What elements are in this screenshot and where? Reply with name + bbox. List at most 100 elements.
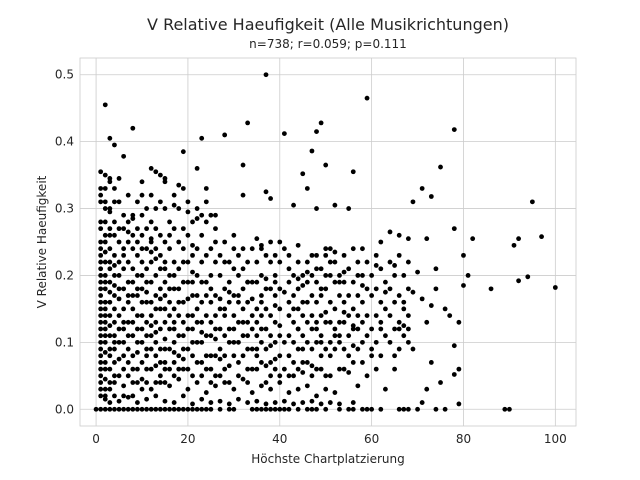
data-point xyxy=(314,206,319,211)
data-point xyxy=(203,313,209,318)
data-point xyxy=(286,279,292,285)
data-point xyxy=(346,406,352,412)
data-point xyxy=(254,353,260,359)
data-point xyxy=(98,186,104,191)
data-point xyxy=(383,386,388,392)
data-point xyxy=(121,406,127,412)
data-point xyxy=(245,400,251,405)
data-point xyxy=(157,199,163,205)
data-point xyxy=(171,202,177,208)
plot-frame xyxy=(79,57,577,427)
data-point xyxy=(107,333,113,339)
data-point xyxy=(121,252,127,258)
data-point xyxy=(180,299,186,305)
data-point xyxy=(171,400,177,405)
data-point xyxy=(314,129,319,135)
data-point xyxy=(162,306,168,312)
data-point xyxy=(185,296,191,302)
data-point xyxy=(144,366,149,372)
data-point xyxy=(125,279,131,285)
data-point xyxy=(167,406,172,412)
data-point xyxy=(157,380,163,385)
data-point xyxy=(415,269,420,275)
data-point xyxy=(157,172,163,178)
data-point xyxy=(396,406,402,412)
data-point xyxy=(125,360,131,365)
data-point xyxy=(318,286,324,292)
data-point xyxy=(213,212,218,218)
data-point xyxy=(185,313,191,318)
data-point xyxy=(387,339,393,345)
data-point xyxy=(309,373,315,379)
data-point xyxy=(314,326,319,332)
data-point xyxy=(295,276,301,282)
data-point xyxy=(185,199,191,205)
data-point xyxy=(217,398,223,404)
data-point xyxy=(130,406,136,412)
data-point xyxy=(309,363,315,369)
x-axis-label: Höchste Chartplatzierung xyxy=(251,452,405,466)
data-point xyxy=(341,299,347,305)
data-point xyxy=(139,259,145,265)
data-point xyxy=(116,226,122,232)
data-point xyxy=(424,236,430,242)
data-point xyxy=(281,366,287,372)
data-point xyxy=(107,232,113,238)
data-point xyxy=(360,360,365,365)
data-point xyxy=(236,299,241,305)
data-point xyxy=(135,199,140,205)
data-point xyxy=(199,319,205,325)
data-point xyxy=(130,353,136,359)
data-point xyxy=(190,242,195,248)
data-point xyxy=(180,406,186,412)
data-point xyxy=(249,296,255,302)
data-point xyxy=(277,239,283,245)
data-point xyxy=(139,339,145,345)
data-point xyxy=(208,366,214,372)
data-point xyxy=(318,120,324,126)
data-point xyxy=(401,273,407,278)
data-point xyxy=(199,135,205,141)
data-point xyxy=(130,333,136,339)
data-point xyxy=(135,406,140,412)
data-point xyxy=(286,353,292,359)
data-point xyxy=(148,333,154,339)
data-point xyxy=(107,246,113,252)
data-point xyxy=(392,263,397,268)
data-point xyxy=(226,380,232,385)
data-point xyxy=(405,339,411,345)
data-point xyxy=(355,326,361,332)
data-point xyxy=(222,239,228,245)
data-point xyxy=(350,343,356,349)
data-point xyxy=(318,353,324,359)
data-point xyxy=(180,186,186,191)
data-point xyxy=(332,326,338,332)
data-point xyxy=(180,319,186,325)
data-point xyxy=(392,326,397,332)
data-point xyxy=(552,285,558,290)
data-point xyxy=(144,266,149,272)
data-point xyxy=(332,333,338,339)
data-point xyxy=(254,279,260,285)
data-point xyxy=(323,346,329,352)
data-point xyxy=(194,306,200,312)
data-point xyxy=(291,306,296,312)
data-point xyxy=(112,232,117,238)
data-point xyxy=(245,259,251,265)
data-point xyxy=(295,406,301,412)
data-point xyxy=(268,333,273,339)
data-point xyxy=(488,286,494,292)
data-point xyxy=(162,206,168,211)
data-point xyxy=(185,346,191,352)
data-point xyxy=(405,286,411,292)
data-point xyxy=(249,346,255,352)
data-point xyxy=(383,306,388,312)
data-point xyxy=(171,192,177,198)
data-point xyxy=(157,373,163,379)
data-point xyxy=(190,401,195,407)
data-point xyxy=(162,398,168,404)
tick-labels: 0 20 40 60 80 100 0.0 0.1 0.2 0.3 0.4 0.5 xyxy=(55,68,567,446)
data-point xyxy=(259,360,264,365)
data-point xyxy=(350,400,356,405)
data-point xyxy=(180,356,186,362)
